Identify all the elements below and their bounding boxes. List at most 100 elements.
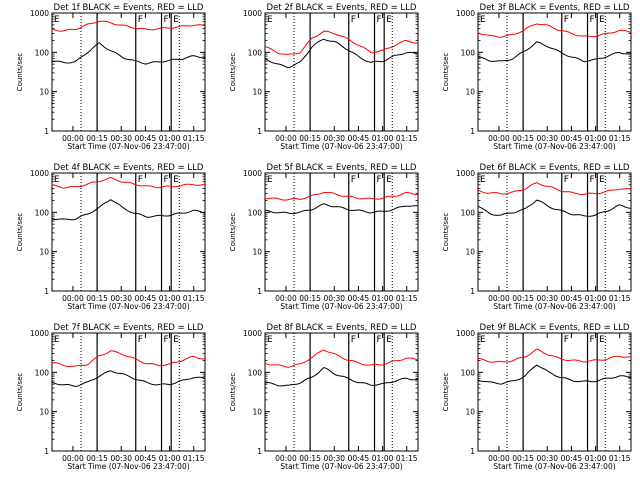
corner-label: E — [480, 335, 486, 345]
x-tick-label: 00:30 — [536, 134, 558, 143]
y-tick-label: 1 — [257, 127, 262, 136]
corner-label: E — [267, 175, 273, 185]
y-tick-label: 1000 — [456, 169, 475, 178]
panel-title: Det 9f BLACK = Events, RED = LLD — [480, 323, 630, 333]
y-tick-label: 1 — [470, 127, 475, 136]
marker-label: F — [138, 175, 143, 185]
panel-title: Det 3f BLACK = Events, RED = LLD — [480, 3, 630, 13]
x-tick-label: 01:15 — [183, 134, 205, 143]
x-tick-label: 00:30 — [110, 294, 132, 303]
x-tick-label: 01:15 — [609, 294, 631, 303]
y-tick-label: 1000 — [30, 329, 49, 338]
lld-series-line — [478, 348, 632, 363]
x-tick-label: 01:00 — [159, 134, 181, 143]
events-series-line — [477, 199, 632, 217]
marker-label: E — [599, 175, 605, 185]
marker-label: F — [138, 335, 143, 345]
lld-series-line — [265, 191, 419, 201]
panel-7: Det 7f BLACK = Events, RED = LLD 1 10 100 10… — [16, 323, 206, 471]
x-tick-label: 00:00 — [488, 454, 510, 463]
marker-label: F — [377, 335, 382, 345]
marker-label: F — [590, 335, 595, 345]
y-axis-label: Counts/sec — [16, 213, 24, 252]
marker-label: E — [173, 175, 179, 185]
marker-label: F — [138, 15, 143, 25]
x-tick-label: 00:00 — [62, 454, 84, 463]
x-axis-label: Start Time (07-Nov-06 23:47:00) — [67, 302, 189, 311]
panel-4: Det 4f BLACK = Events, RED = LLD 1 10 100 10… — [16, 163, 206, 311]
plot-frame — [477, 332, 632, 452]
y-axis-label: Counts/sec — [16, 53, 24, 92]
x-tick-label: 00:00 — [275, 134, 297, 143]
lld-series-line — [51, 350, 206, 368]
x-tick-label: 00:15 — [299, 134, 321, 143]
y-tick-label: 10 — [252, 248, 262, 257]
x-axis-label: Start Time (07-Nov-06 23:47:00) — [280, 142, 402, 151]
y-tick-label: 10 — [465, 408, 475, 417]
corner-label: E — [267, 335, 273, 345]
plot-frame — [51, 172, 206, 292]
panel-6: Det 6f BLACK = Events, RED = LLD 1 10 100 10… — [442, 163, 632, 311]
x-tick-label: 00:15 — [299, 294, 321, 303]
marker-label: F — [351, 175, 356, 185]
marker-label: E — [599, 335, 605, 345]
events-series-line — [478, 41, 632, 63]
plot-frame — [477, 172, 632, 292]
x-tick-label: 00:15 — [512, 454, 534, 463]
y-tick-label: 10 — [465, 88, 475, 97]
marker-label: E — [173, 335, 179, 345]
y-tick-label: 10 — [39, 88, 49, 97]
x-tick-label: 00:30 — [536, 294, 558, 303]
x-tick-label: 00:30 — [110, 454, 132, 463]
plot-frame — [264, 172, 419, 292]
plot-frame — [51, 332, 206, 452]
panel-title: Det 6f BLACK = Events, RED = LLD — [480, 163, 630, 173]
x-tick-label: 00:00 — [488, 134, 510, 143]
y-axis-label: Counts/sec — [16, 373, 24, 412]
marker-label: F — [564, 15, 569, 25]
corner-label: E — [480, 175, 486, 185]
y-tick-label: 100 — [461, 48, 476, 57]
events-series-line — [51, 370, 206, 387]
marker-label: F — [377, 15, 382, 25]
y-tick-label: 100 — [461, 208, 476, 217]
marker-label: F — [590, 15, 595, 25]
x-tick-label: 00:30 — [323, 134, 345, 143]
events-series-line — [51, 199, 206, 221]
y-tick-label: 1 — [257, 287, 262, 296]
x-tick-label: 01:15 — [183, 454, 205, 463]
y-tick-label: 1 — [257, 447, 262, 456]
y-tick-label: 1 — [44, 127, 49, 136]
x-tick-label: 01:00 — [159, 294, 181, 303]
x-tick-label: 00:45 — [135, 134, 157, 143]
y-axis-label: Counts/sec — [442, 53, 450, 92]
x-tick-label: 00:30 — [323, 294, 345, 303]
lld-series-line — [264, 30, 418, 55]
y-axis-label: Counts/sec — [229, 373, 237, 412]
x-tick-label: 01:15 — [609, 134, 631, 143]
panel-title: Det 7f BLACK = Events, RED = LLD — [54, 323, 204, 333]
panel-9: Det 9f BLACK = Events, RED = LLD 1 10 100 10… — [442, 323, 632, 471]
y-tick-label: 1000 — [243, 169, 262, 178]
y-tick-label: 1000 — [456, 329, 475, 338]
x-tick-label: 01:15 — [396, 294, 418, 303]
x-tick-label: 00:45 — [561, 454, 583, 463]
x-tick-label: 01:15 — [396, 134, 418, 143]
y-axis-label: Counts/sec — [442, 373, 450, 412]
x-tick-label: 00:00 — [275, 454, 297, 463]
panel-1: Det 1f BLACK = Events, RED = LLD 1 10 100 10… — [16, 3, 206, 151]
x-tick-label: 00:30 — [536, 454, 558, 463]
x-tick-label: 00:45 — [348, 294, 370, 303]
y-tick-label: 100 — [35, 208, 50, 217]
x-axis-label: Start Time (07-Nov-06 23:47:00) — [280, 302, 402, 311]
panel-title: Det 1f BLACK = Events, RED = LLD — [54, 3, 204, 13]
corner-label: E — [54, 335, 60, 345]
x-tick-label: 00:00 — [488, 294, 510, 303]
marker-label: F — [564, 335, 569, 345]
y-tick-label: 10 — [39, 408, 49, 417]
x-axis-label: Start Time (07-Nov-06 23:47:00) — [493, 302, 615, 311]
x-tick-label: 00:45 — [561, 294, 583, 303]
marker-label: F — [377, 175, 382, 185]
x-tick-label: 00:45 — [561, 134, 583, 143]
